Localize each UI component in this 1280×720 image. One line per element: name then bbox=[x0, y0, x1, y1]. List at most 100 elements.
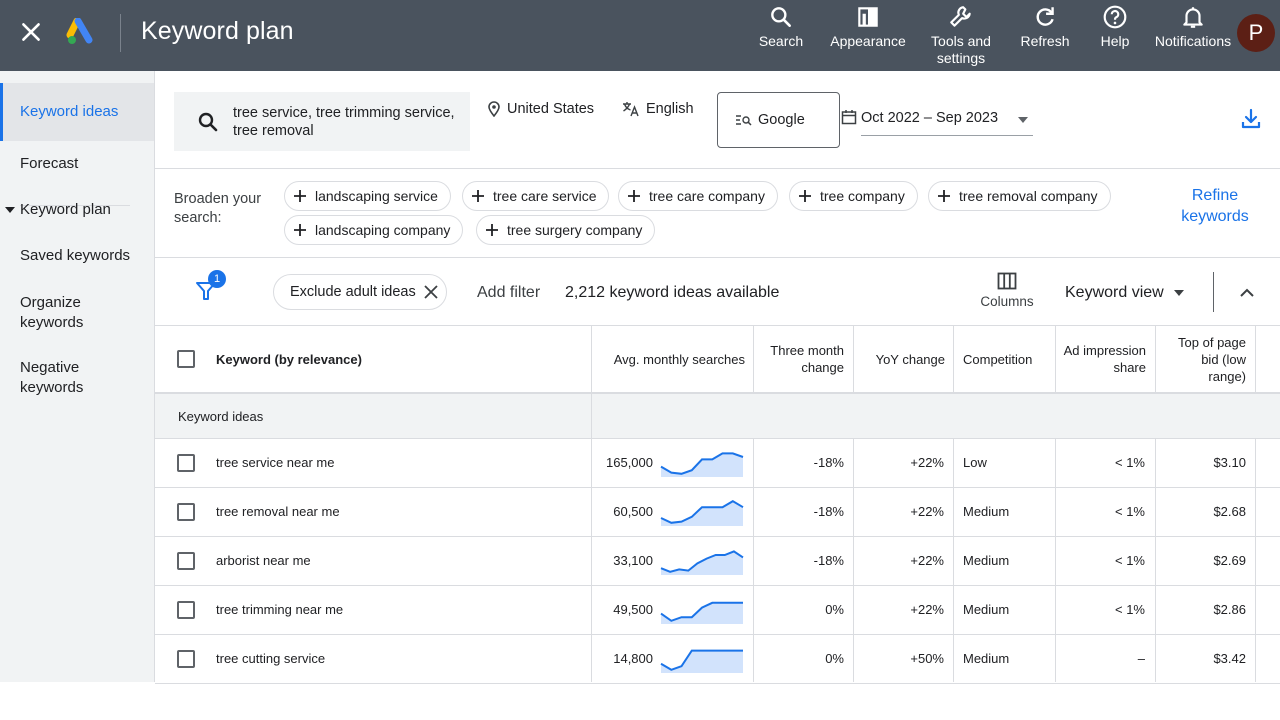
cell-competition: Medium bbox=[963, 504, 1010, 519]
broaden-chip[interactable]: tree company bbox=[789, 181, 918, 211]
broaden-chip[interactable]: landscaping service bbox=[284, 181, 451, 211]
date-range-selector[interactable]: Oct 2022 – Sep 2023 bbox=[841, 96, 1035, 136]
search-action[interactable]: Search bbox=[758, 4, 804, 50]
search-network-selector[interactable]: Google bbox=[717, 92, 840, 148]
broaden-chip-label: tree removal company bbox=[959, 188, 1098, 204]
add-filter-button[interactable]: Add filter bbox=[477, 284, 541, 301]
columns-button[interactable]: Columns bbox=[977, 272, 1037, 309]
location-selector[interactable]: United States bbox=[487, 101, 594, 117]
sidebar-item-negative-keywords[interactable]: Negative keywords bbox=[0, 358, 130, 398]
plus-icon bbox=[486, 224, 498, 236]
download-icon[interactable] bbox=[1239, 107, 1263, 131]
table-row[interactable]: tree removal near me 60,500 -18% +22% Medium… bbox=[155, 488, 1280, 537]
sidebar-item-keyword-ideas[interactable]: Keyword ideas bbox=[0, 83, 154, 141]
table-row[interactable]: arborist near me 33,100 -18% +22% Medium < 1%… bbox=[155, 537, 1280, 586]
keyword-view-label: Keyword view bbox=[1065, 284, 1164, 301]
trend-sparkline bbox=[660, 452, 744, 477]
col-header-keyword[interactable]: Keyword (by relevance) bbox=[216, 351, 362, 367]
cell-yoy-change: +22% bbox=[910, 553, 944, 568]
broaden-chip[interactable]: tree surgery company bbox=[476, 215, 656, 245]
cell-avg-monthly-searches: 165,000 bbox=[606, 455, 653, 470]
column-divider bbox=[853, 439, 854, 682]
filter-count-badge: 1 bbox=[208, 270, 226, 288]
exclude-adult-ideas-chip[interactable]: Exclude adult ideas bbox=[273, 274, 447, 310]
cell-three-month-change: 0% bbox=[825, 651, 844, 666]
sidebar-item-label: Keyword plan bbox=[20, 201, 111, 218]
cell-ad-impression-share: < 1% bbox=[1115, 553, 1145, 568]
refresh-action-label: Refresh bbox=[1020, 33, 1070, 49]
sparkline-line bbox=[660, 649, 743, 671]
col-header-competition[interactable]: Competition bbox=[963, 351, 1033, 367]
notifications-action[interactable]: Notifications bbox=[1153, 4, 1233, 50]
cell-yoy-change: +22% bbox=[910, 504, 944, 519]
row-checkbox[interactable] bbox=[177, 454, 195, 472]
col-header-ad-impression-share[interactable]: Ad impression share bbox=[1063, 343, 1146, 375]
select-all-checkbox[interactable] bbox=[177, 350, 195, 368]
sidebar: Keyword ideas Forecast Keyword plan Save… bbox=[0, 71, 155, 682]
tools-settings-action[interactable]: Tools and settings bbox=[925, 4, 997, 67]
broaden-chip[interactable]: tree removal company bbox=[928, 181, 1111, 211]
table-row[interactable]: tree cutting service 14,800 0% +50% Medium – $… bbox=[155, 635, 1280, 684]
sidebar-item-label: Saved keywords bbox=[20, 247, 131, 264]
col-header-top-of-page-bid-low[interactable]: Top of page bid (low range) bbox=[1178, 334, 1246, 384]
cell-yoy-change: +22% bbox=[910, 602, 944, 617]
table-row[interactable]: tree service near me 165,000 -18% +22% Low < … bbox=[155, 439, 1280, 488]
date-range-label: Oct 2022 – Sep 2023 bbox=[861, 110, 999, 126]
sparkline-line bbox=[660, 500, 744, 524]
column-divider bbox=[853, 326, 854, 394]
row-checkbox[interactable] bbox=[177, 601, 195, 619]
sidebar-divider bbox=[20, 205, 130, 206]
help-action[interactable]: Help bbox=[1098, 4, 1132, 50]
chevron-down-icon bbox=[1173, 290, 1184, 296]
row-checkbox[interactable] bbox=[177, 503, 195, 521]
avatar[interactable]: P bbox=[1237, 14, 1275, 52]
sidebar-item-forecast[interactable]: Forecast bbox=[0, 154, 154, 174]
column-divider bbox=[1255, 326, 1256, 394]
table-row[interactable]: tree trimming near me 49,500 0% +22% Medium <… bbox=[155, 586, 1280, 635]
row-checkbox[interactable] bbox=[177, 552, 195, 570]
keyword-view-selector[interactable]: Keyword view bbox=[1065, 284, 1184, 302]
plus-icon bbox=[294, 224, 306, 236]
sidebar-item-label: Negative keywords bbox=[20, 359, 84, 396]
plus-icon bbox=[472, 190, 484, 202]
broaden-chip[interactable]: tree care service bbox=[462, 181, 610, 211]
close-icon[interactable] bbox=[424, 285, 438, 299]
cell-competition: Medium bbox=[963, 553, 1010, 568]
cell-avg-monthly-searches: 49,500 bbox=[613, 602, 653, 617]
plus-icon bbox=[799, 190, 811, 202]
calendar-icon bbox=[841, 110, 857, 125]
col-header-avg-monthly-searches[interactable]: Avg. monthly searches bbox=[613, 351, 745, 367]
page-title: Keyword plan bbox=[141, 17, 294, 45]
col-header-three-month-change[interactable]: Three month change bbox=[770, 343, 844, 375]
trend-sparkline bbox=[660, 649, 743, 673]
appearance-action[interactable]: Appearance bbox=[829, 4, 907, 50]
refine-keywords-button[interactable]: Refine keywords bbox=[1181, 187, 1249, 225]
appearance-icon bbox=[858, 7, 878, 27]
refresh-action[interactable]: Refresh bbox=[1018, 4, 1072, 50]
table-header: Keyword (by relevance) Avg. monthly sear… bbox=[155, 326, 1280, 394]
broaden-chip-label: tree care service bbox=[493, 188, 597, 204]
broaden-search-label: Broaden your search: bbox=[174, 191, 262, 226]
col-header-yoy-change[interactable]: YoY change bbox=[875, 351, 945, 367]
appearance-action-label: Appearance bbox=[830, 33, 906, 49]
sidebar-item-saved-keywords[interactable]: Saved keywords bbox=[0, 246, 154, 266]
sidebar-item-organize-keywords[interactable]: Organize keywords bbox=[0, 293, 130, 333]
cell-ad-impression-share: < 1% bbox=[1115, 504, 1145, 519]
section-divider bbox=[155, 325, 1280, 326]
cell-top-of-page-bid-low: $2.68 bbox=[1213, 504, 1246, 519]
keyword-search-input[interactable]: tree service, tree trimming service, tre… bbox=[174, 92, 470, 151]
date-range-underline bbox=[861, 135, 1033, 136]
broaden-chip[interactable]: landscaping company bbox=[284, 215, 464, 245]
cell-competition: Medium bbox=[963, 602, 1010, 617]
close-icon[interactable] bbox=[18, 19, 44, 45]
row-checkbox[interactable] bbox=[177, 650, 195, 668]
search-action-label: Search bbox=[758, 33, 804, 49]
language-selector[interactable]: English bbox=[622, 101, 694, 117]
sidebar-item-label: Keyword ideas bbox=[20, 103, 119, 120]
cell-keyword: tree trimming near me bbox=[216, 602, 344, 617]
chevron-up-icon[interactable] bbox=[1238, 284, 1256, 302]
broaden-chip[interactable]: tree care company bbox=[618, 181, 778, 211]
cell-three-month-change: -18% bbox=[813, 553, 844, 568]
sidebar-item-keyword-plan[interactable]: Keyword plan bbox=[0, 200, 154, 220]
trend-sparkline bbox=[660, 601, 743, 624]
